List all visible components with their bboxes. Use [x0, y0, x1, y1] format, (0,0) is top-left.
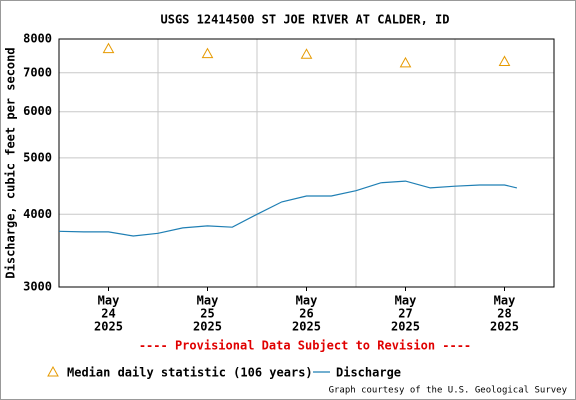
x-tick-label: 26	[299, 307, 313, 321]
discharge-line	[58, 180, 518, 237]
x-tick-label: 24	[101, 307, 115, 321]
x-tick-label: May	[98, 294, 120, 308]
x-tick-label: 2025	[490, 320, 519, 334]
y-tick-label: 4000	[23, 207, 52, 221]
y-axis-label: Discharge, cubic feet per second	[4, 47, 18, 278]
x-tick-label: 2025	[193, 320, 222, 334]
median-marker	[201, 47, 214, 59]
plot-border	[58, 38, 555, 288]
x-tick-label: 27	[398, 307, 412, 321]
x-tick-label: 2025	[292, 320, 321, 334]
x-tick-label: May	[494, 294, 516, 308]
y-tick-label: 7000	[23, 65, 52, 79]
x-tick-label: 2025	[94, 320, 123, 334]
legend-label: Discharge	[336, 366, 401, 380]
x-tick-label: 2025	[391, 320, 420, 334]
x-tick-label: May	[197, 294, 219, 308]
median-marker	[102, 42, 115, 54]
provisional-note: ---- Provisional Data Subject to Revisio…	[139, 339, 471, 353]
y-tick-label: 6000	[23, 104, 52, 118]
legend-marker	[47, 365, 59, 377]
x-tick-label: May	[296, 294, 318, 308]
median-marker	[498, 55, 511, 66]
credit: Graph courtesy of the U.S. Geological Su…	[329, 386, 568, 396]
chart-title: USGS 12414500 ST JOE RIVER AT CALDER, ID	[161, 13, 450, 27]
y-tick-label: 5000	[23, 150, 52, 164]
median-marker	[399, 56, 412, 68]
x-tick-label: 28	[497, 307, 511, 321]
x-tick-label: May	[395, 294, 417, 308]
x-tick-label: 25	[200, 307, 214, 321]
median-marker	[300, 48, 313, 59]
y-tick-label: 3000	[23, 280, 52, 294]
legend-label: Median daily statistic (106 years)	[67, 366, 313, 380]
y-tick-label: 8000	[23, 32, 52, 46]
